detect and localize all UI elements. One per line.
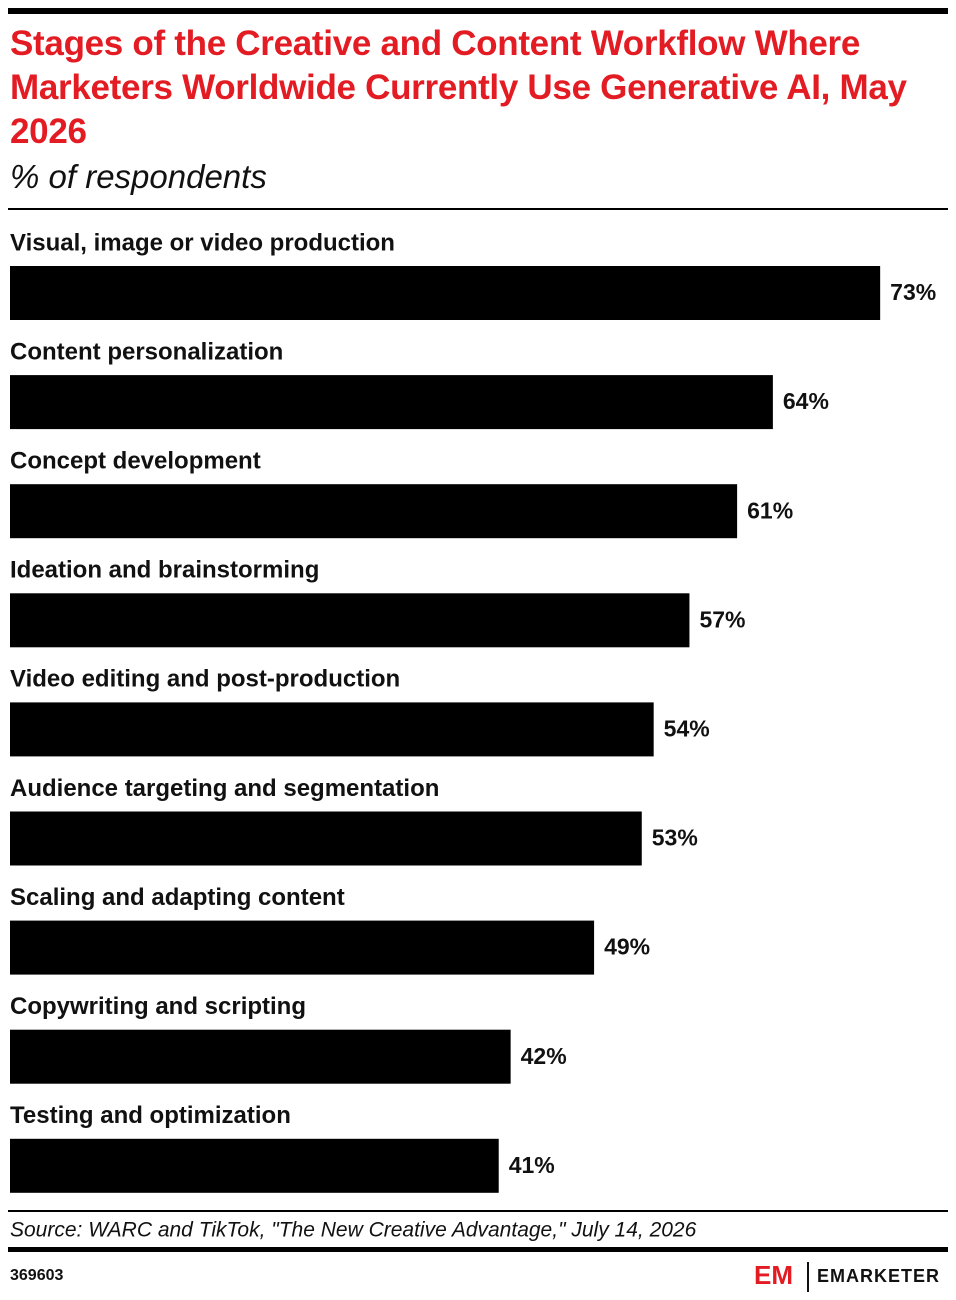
bar (10, 266, 881, 320)
value-label: 42% (521, 1043, 567, 1069)
category-label: Content personalization (10, 338, 283, 365)
logo-divider (807, 1262, 809, 1292)
logo: EM EMARKETER (754, 1260, 940, 1292)
bar (10, 593, 690, 648)
value-label: 64% (783, 388, 829, 414)
chart-title: Stages of the Creative and Content Workf… (10, 24, 907, 151)
bar (10, 484, 738, 539)
header-rule (8, 208, 948, 210)
bar (10, 811, 642, 866)
value-label: 54% (664, 715, 710, 741)
bar (10, 375, 773, 430)
category-label: Ideation and brainstorming (10, 557, 319, 584)
value-label: 53% (652, 825, 698, 851)
value-label: 41% (509, 1152, 555, 1178)
category-label: Concept development (10, 448, 261, 475)
category-label: Video editing and post-production (10, 666, 400, 693)
value-label: 49% (604, 934, 650, 960)
value-label: 57% (699, 606, 745, 632)
bar (10, 702, 654, 757)
category-label: Testing and optimization (10, 1102, 291, 1129)
source: Source: WARC and TikTok, "The New Creati… (10, 1219, 697, 1242)
value-label: 73% (890, 279, 936, 305)
value-label: 61% (747, 497, 793, 523)
category-label: Audience targeting and segmentation (10, 775, 439, 802)
category-label: Copywriting and scripting (10, 993, 306, 1020)
category-label: Scaling and adapting content (10, 884, 345, 911)
bar (10, 1029, 511, 1084)
brand: EMARKETER (817, 1266, 940, 1286)
chart-id: 369603 (10, 1267, 63, 1284)
chart-subtitle: % of respondents (10, 158, 267, 195)
footer-rule (8, 1210, 948, 1212)
top-rule (8, 8, 948, 14)
bottom-rule (8, 1247, 948, 1252)
category-label: Visual, image or video production (10, 229, 395, 256)
bar (10, 920, 595, 975)
logo-mark: EM (754, 1260, 793, 1290)
bar (10, 1138, 499, 1193)
